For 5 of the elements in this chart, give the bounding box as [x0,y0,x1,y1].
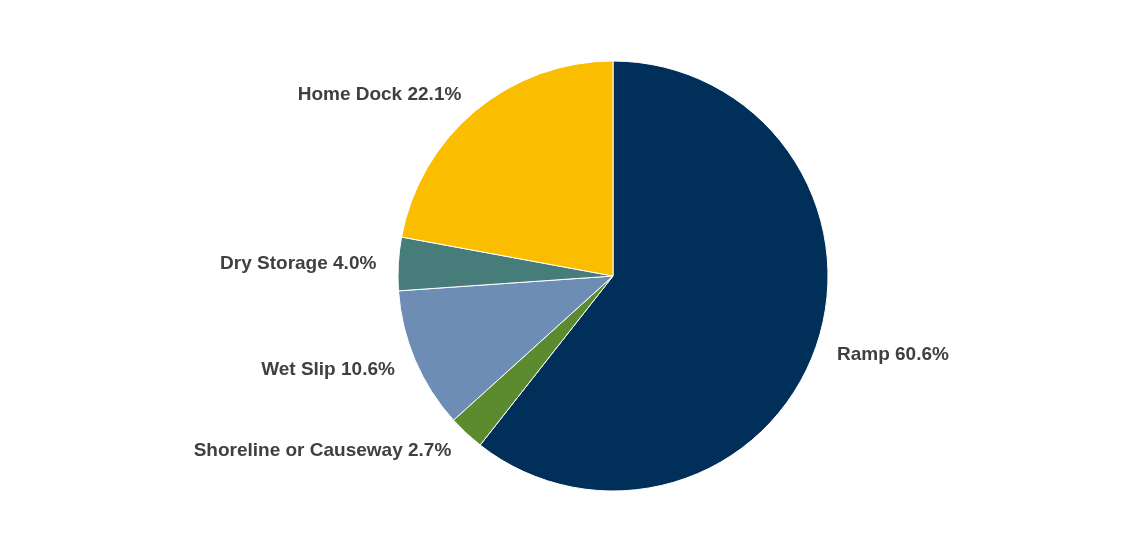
slice-label: Shoreline or Causeway 2.7% [193,438,452,460]
slice-label: Dry Storage 4.0% [220,252,377,274]
slice-label: Wet Slip 10.6% [261,358,395,380]
slice-label: Home Dock 22.1% [297,83,462,105]
slice-label: Ramp 60.6% [836,342,950,364]
